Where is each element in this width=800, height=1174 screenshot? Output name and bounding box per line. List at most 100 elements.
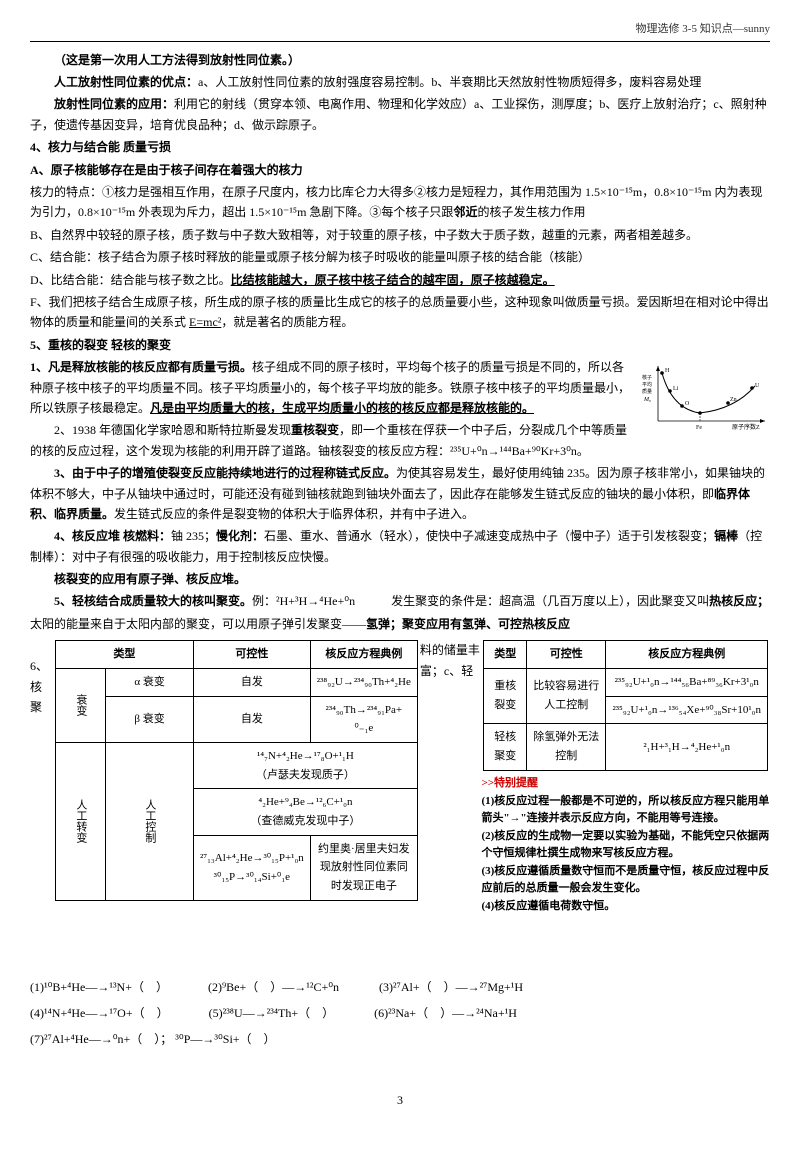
s5-p3: 3、由于中子的增殖使裂变反应能持续地进行的过程称链式反应。为使其容易发生，最好使… xyxy=(30,463,770,524)
s6-mid: 料的储量丰富；c、轻 xyxy=(420,636,482,681)
svg-text:Zn: Zn xyxy=(730,397,737,403)
section4-D: D、比结合能：结合能与核子数之比。比结核能越大，原子核中核子结合的越牢固，原子核… xyxy=(30,270,770,290)
special-notes: >>特别提醒 (1)核反应过程一般都是不可逆的，所以核反应方程只能用单箭头"→"… xyxy=(481,775,770,915)
t2r1c3: ²³⁵₉₂U+¹₀n→¹⁴⁴₅₆Ba+⁸⁹₃₆Kr+3¹₀n xyxy=(606,668,768,696)
problem-6: (6)²³Na+（ ）—→²⁴Na+¹H xyxy=(374,1003,517,1023)
s5p2b: 重核裂变 xyxy=(291,423,339,437)
intro-line1: 人工放射性同位素的优点：a、人工放射性同位素的放射强度容易控制。b、半衰期比天然… xyxy=(30,72,770,92)
s5p2a: 2、1938 年德国化学家哈恩和斯特拉斯曼发现 xyxy=(54,423,291,437)
notes-n2: (2)核反应的生成物一定要以实验为基础，不能凭空只依据两个守恒规律杜撰生成物来写… xyxy=(481,828,770,861)
section4-title: 4、核力与结合能 质量亏损 xyxy=(30,137,770,157)
t2h2: 可控性 xyxy=(526,641,606,669)
section4-C: C、结合能：核子结合为原子核时释放的能量或原子核分解为核子时吸收的能量叫原子核的… xyxy=(30,247,770,267)
s4F1: F、我们把核子结合生成原子核，所生成的原子核的质量比生成它的核子的总质量要小些，… xyxy=(30,295,769,329)
intro-line0: （这是第一次用人工方法得到放射性同位素。） xyxy=(30,50,770,70)
svg-text:U: U xyxy=(755,383,760,389)
header-text: 物理选修 3-5 知识点—sunny xyxy=(636,23,770,35)
t1r4c3: ⁴₂He+⁹₄Be→¹²₆C+¹₀n （查德威克发现中子） xyxy=(193,789,417,835)
problem-3: (3)²⁷Al+（ ）—→²⁷Mg+¹H xyxy=(379,977,523,997)
t2h3: 核反应方程典例 xyxy=(606,641,768,669)
intro-line2: 放射性同位素的应用：利用它的射线（贯穿本领、电离作用、物理和化学效应）a、工业探… xyxy=(30,94,770,135)
s5-p4: 4、核反应堆 核燃料：铀 235；慢化剂：石墨、重水、普通水（轻水），使快中子减… xyxy=(30,526,770,567)
t2r1c2: 比较容易进行人工控制 xyxy=(526,668,606,723)
notes-n1: (1)核反应过程一般都是不可逆的，所以核反应方程只能用单箭头"→"连接并表示反应… xyxy=(481,793,770,826)
s4A-body1: 核力的特点：①核力是强相互作用，在原子尺度内，核力比库仑力大得多②核力是短程力，… xyxy=(30,185,762,219)
problem-1: (1)¹⁰B+⁴He—→¹³N+（ ） xyxy=(30,977,168,997)
problem-4: (4)¹⁴N+⁴He—→¹⁷O+（ ） xyxy=(30,1003,169,1023)
t1r1c2: α 衰变 xyxy=(106,668,194,696)
page-number: 3 xyxy=(30,1090,770,1110)
s4F2: ，就是著名的质能方程。 xyxy=(221,315,353,329)
t1r2c2: β 衰变 xyxy=(106,696,194,742)
s6-lead: 6、核聚 xyxy=(30,636,53,717)
t2r3c1: 轻核聚变 xyxy=(484,724,527,770)
section4-A-body: 核力的特点：①核力是强相互作用，在原子尺度内，核力比库仑力大得多②核力是短程力，… xyxy=(30,182,770,223)
s5p3d: 发生链式反应的条件是裂变物的体积大于临界体积，并有中子进入。 xyxy=(114,507,474,521)
s4F-u: E=mc² xyxy=(189,315,221,329)
t1h2: 可控性 xyxy=(193,641,310,669)
s5-p4g: 核裂变的应用有原子弹、核反应堆。 xyxy=(30,569,770,589)
section6-row: 6、核聚 类型可控性核反应方程典例 衰变α 衰变自发²³⁸₉₂U→²³⁴₉₀Th… xyxy=(30,636,770,916)
problem-line-1: (1)¹⁰B+⁴He—→¹³N+（ ） (2)⁹Be+（ ）—→¹²C+⁰n (… xyxy=(30,977,770,997)
problem-5: (5)²³⁸U—→²³⁴Th+（ ） xyxy=(209,1003,335,1023)
t1r3c3: ¹⁴₇N+⁴₂He→¹⁷₈O+¹₁H （卢瑟夫发现质子） xyxy=(193,742,417,788)
svg-text:Fe: Fe xyxy=(696,425,702,431)
t1h3: 核反应方程典例 xyxy=(310,641,417,669)
t1r3c1: 人工转变 xyxy=(55,742,105,900)
svg-text:核子: 核子 xyxy=(642,374,652,381)
binding-energy-diagram: H Li O Zn U Fe 原子序数Z 核子 平均 质量 M₀ xyxy=(640,361,770,431)
section4-B: B、自然界中较轻的原子核，质子数与中子数大致相等，对于较重的原子核，中子数大于质… xyxy=(30,225,770,245)
t1r5c3: ²⁷₁₃Al+⁴₂He→³⁰₁₅P+¹₀n ³⁰₁₅P→³⁰₁₄Si+⁰₁e xyxy=(193,835,310,900)
s4D-u: 比结核能越大，原子核中核子结合的越牢固，原子核越稳定。 xyxy=(231,273,555,287)
right-column: 类型可控性核反应方程典例 重核裂变比较容易进行人工控制²³⁵₉₂U+¹₀n→¹⁴… xyxy=(481,636,770,916)
s5p5a: 5、轻核结合成质量较大的核叫聚变。 xyxy=(54,594,252,608)
t2r1c1: 重核裂变 xyxy=(484,668,527,723)
reaction-table-left: 类型可控性核反应方程典例 衰变α 衰变自发²³⁸₉₂U→²³⁴₉₀Th+⁴₂He… xyxy=(55,640,418,901)
intro-line1-label: 人工放射性同位素的优点： xyxy=(54,75,198,89)
t2r3c2: 除氢弹外无法控制 xyxy=(526,724,606,770)
notes-n3: (3)核反应遵循质量数守恒而不是质量守恒，核反应过程中反应前后的总质量一般会发生… xyxy=(481,863,770,896)
problem-2: (2)⁹Be+（ ）—→¹²C+⁰n xyxy=(208,977,339,997)
s5p1a: 1、凡是释放核能的核反应都有质量亏损。 xyxy=(30,360,252,374)
s5p4e: 镉棒 xyxy=(714,529,738,543)
s5p3a: 3、由于中子的增殖使裂变反应能持续地进行的过程称链式反应。 xyxy=(54,466,396,480)
svg-text:H: H xyxy=(665,368,670,374)
reaction-table-right: 类型可控性核反应方程典例 重核裂变比较容易进行人工控制²³⁵₉₂U+¹₀n→¹⁴… xyxy=(483,640,768,770)
s5p4b: 铀 235； xyxy=(171,529,216,543)
t1r1c4: ²³⁸₉₂U→²³⁴₉₀Th+⁴₂He xyxy=(310,668,417,696)
s5-p5e: 太阳的能量来自于太阳内部的聚变，可以用原子弹引发聚变——氢弹；聚变应用有氢弹、可… xyxy=(30,614,770,634)
problem-set: (1)¹⁰B+⁴He—→¹³N+（ ） (2)⁹Be+（ ）—→¹²C+⁰n (… xyxy=(30,977,770,1050)
s5-p5: 5、轻核结合成质量较大的核叫聚变。例：²H+³H→⁴He+⁰n 发生聚变的条件是… xyxy=(30,591,770,611)
t2r2c3: ²³⁵₉₂U+¹₀n→¹³⁶₅₄Xe+⁹⁰₃₈Sr+10¹₀n xyxy=(606,696,768,724)
svg-text:O: O xyxy=(685,401,690,407)
t1r1c3: 自发 xyxy=(193,668,310,696)
s4A-u: 邻近 xyxy=(453,205,477,219)
s5p5b: 例：²H+³H→⁴He+⁰n xyxy=(252,594,355,608)
t2r3c3: ²₁H+³₁H→⁴₂He+¹₀n xyxy=(606,724,768,770)
s5p4c: 慢化剂： xyxy=(216,529,264,543)
problem-7: (7)²⁷Al+⁴He—→⁰n+（ ）； ³⁰P—→³⁰Si+（ ） xyxy=(30,1029,276,1049)
t1r3c2: 人工控制 xyxy=(106,742,194,900)
problem-line-2: (4)¹⁴N+⁴He—→¹⁷O+（ ） (5)²³⁸U—→²³⁴Th+（ ） (… xyxy=(30,1003,770,1023)
page-header: 物理选修 3-5 知识点—sunny xyxy=(30,20,770,42)
t1r2c4: ²³⁴₉₀Th→²³⁴₉₁Pa+ ⁰₋₁e xyxy=(310,696,417,742)
svg-text:质量: 质量 xyxy=(642,388,652,395)
s5p5e: 太阳的能量来自于太阳内部的聚变，可以用原子弹引发聚变—— xyxy=(30,617,366,631)
svg-text:Li: Li xyxy=(673,386,679,392)
t1r5c4: 约里奥·居里夫妇发现放射性同位素同时发现正电子 xyxy=(310,835,417,900)
s5p4d: 石墨、重水、普通水（轻水），使快中子减速变成热中子（慢中子）适于引发核裂变； xyxy=(264,529,714,543)
notes-n4: (4)核反应遵循电荷数守恒。 xyxy=(481,898,770,915)
s5p5f: 氢弹；聚变应用有氢弹、可控热核反应 xyxy=(366,617,570,631)
s5p4a: 4、核反应堆 核燃料： xyxy=(54,529,171,543)
notes-title: >>特别提醒 xyxy=(481,775,770,792)
s5p1u: 凡是由平均质量大的核，生成平均质量小的核的核反应都是释放核能的。 xyxy=(150,401,534,415)
t1r1c1: 衰变 xyxy=(55,668,105,742)
s5p5d: 热核反应； xyxy=(709,594,769,608)
t2h1: 类型 xyxy=(484,641,527,669)
svg-text:原子序数Z: 原子序数Z xyxy=(732,423,760,431)
s5p5c: 发生聚变的条件是：超高温（几百万度以上），因此聚变又叫 xyxy=(391,594,709,608)
svg-text:M₀: M₀ xyxy=(643,397,651,403)
t1h1: 类型 xyxy=(55,641,193,669)
section4-A-title: A、原子核能够存在是由于核子间存在着强大的核力 xyxy=(30,160,770,180)
section4-F: F、我们把核子结合生成原子核，所生成的原子核的质量比生成它的核子的总质量要小些，… xyxy=(30,292,770,333)
